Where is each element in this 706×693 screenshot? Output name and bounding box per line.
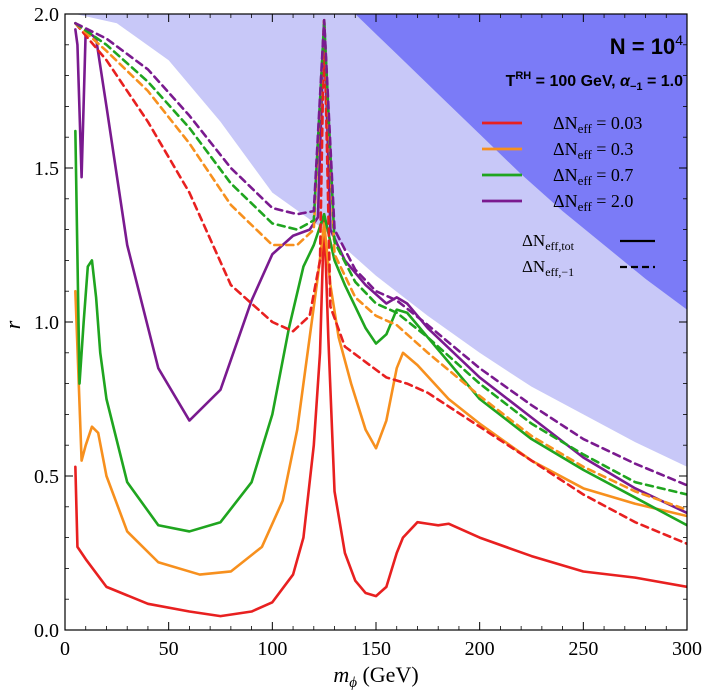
x-tick-label: 50: [159, 638, 179, 660]
annotation-params: TRH = 100 GeV, α−1 = 1.0: [506, 70, 684, 93]
axis-ticks: 0 50 100 150 200 250 300 0.0 0.5 1.0 1.5 2.0: [34, 4, 702, 660]
series-line-1-solid: [74, 212, 687, 618]
y-tick-label: 0.5: [34, 466, 59, 488]
x-tick-label: 250: [568, 638, 598, 660]
excluded-regions: [75, 14, 687, 467]
y-tick-label: 2.0: [34, 4, 59, 26]
x-tick-label: 200: [465, 638, 495, 660]
series-line-2-solid: [74, 222, 687, 576]
x-tick-label: 100: [257, 638, 287, 660]
legend-label: ΔNeff = 0.3: [553, 139, 633, 162]
x-tick-label: 300: [672, 638, 702, 660]
y-tick-label: 1.0: [34, 312, 59, 334]
x-axis-label: mϕ (GeV): [333, 662, 418, 691]
series-line-7-dashed: [74, 18, 687, 496]
legend: ΔNeff = 0.03 ΔNeff = 0.3 ΔNeff = 0.7 ΔNeff …: [482, 113, 642, 214]
legend-label: ΔNeff = 0.03: [553, 113, 642, 136]
data-curves: [74, 18, 687, 618]
legend-label: ΔNeff = 0.7: [553, 165, 633, 188]
y-axis-label: r: [0, 320, 25, 329]
y-tick-label: 0.0: [34, 620, 59, 642]
y-tick-label: 1.5: [34, 158, 59, 180]
x-tick-label: 150: [361, 638, 391, 660]
series-line-6-dashed: [74, 18, 687, 512]
x-tick-label: 0: [60, 638, 70, 660]
series-line-8-dashed: [74, 18, 687, 487]
annotation-title: N = 104: [610, 32, 683, 59]
excluded-region-2: [355, 14, 687, 310]
legend-label: ΔNeff = 2.0: [553, 191, 633, 214]
series-line-5-dashed: [74, 18, 687, 546]
